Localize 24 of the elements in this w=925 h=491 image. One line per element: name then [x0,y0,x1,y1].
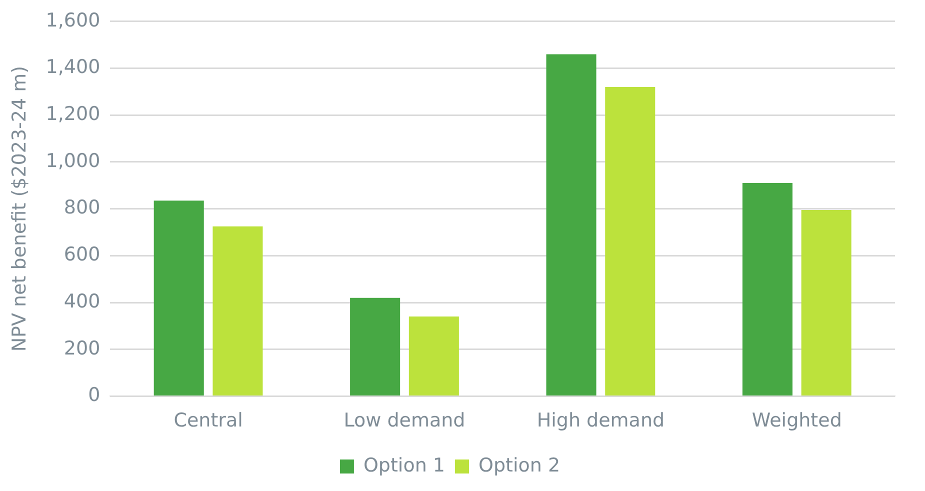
x-tick-label: Central [174,410,243,432]
bar [212,226,263,396]
x-tick-label: High demand [536,410,665,432]
y-tick-label: 1,000 [46,150,100,172]
y-tick-label: 200 [64,337,100,360]
y-tick-label: 1,600 [46,9,100,32]
bar [546,54,596,396]
bar [350,298,400,396]
y-tick-label: 400 [64,290,100,312]
legend-label: Option 1 [363,454,446,476]
bar [742,183,792,396]
bar [408,316,459,396]
x-tick-label: Low demand [344,410,466,432]
y-tick-label: 1,400 [46,56,100,78]
y-tick-label: 0 [88,384,100,406]
x-tick-label: Weighted [752,410,842,432]
legend-label: Option 2 [478,454,560,476]
y-tick-label: 800 [64,196,100,219]
y-tick-label: 600 [64,244,100,266]
y-axis-title: NPV net benefit ($2023-24 m) [8,66,30,352]
bar [801,210,852,396]
bar [154,200,204,396]
bar [605,86,656,396]
y-tick-label: 1,200 [46,103,100,126]
